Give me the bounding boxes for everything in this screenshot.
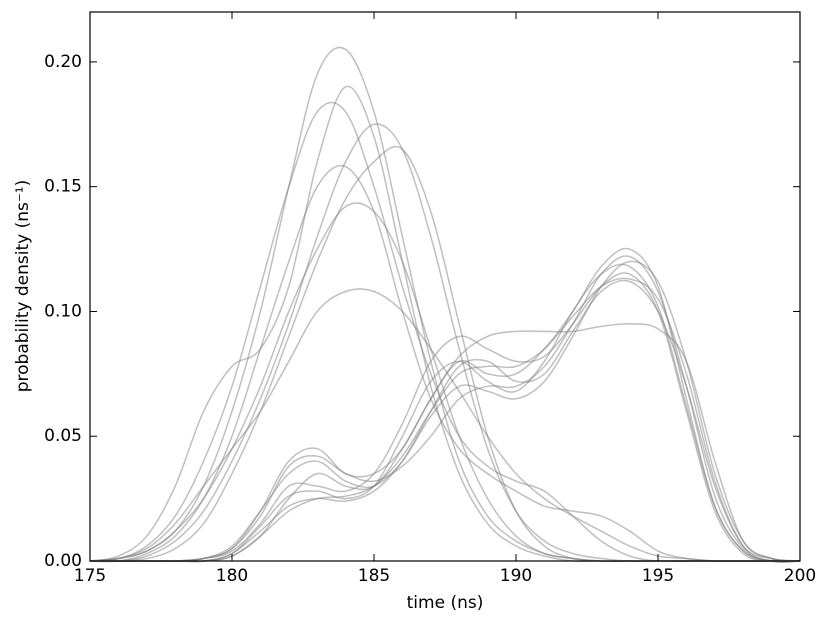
x-tick-label: 180	[216, 566, 248, 586]
y-tick-label: 0.10	[44, 301, 82, 321]
y-axis-label: probability density (ns⁻¹)	[13, 180, 33, 393]
y-tick-label: 0.20	[44, 52, 82, 72]
x-tick-label: 200	[784, 566, 816, 586]
density-curve	[90, 255, 801, 563]
y-tick-label: 0.05	[44, 426, 82, 446]
plot-frame	[89, 11, 801, 562]
density-curve	[90, 323, 801, 563]
density-curve	[90, 247, 801, 563]
density-curve	[89, 46, 800, 562]
lines	[89, 46, 801, 563]
x-tick-label: 175	[74, 566, 106, 586]
density-curve	[89, 101, 800, 563]
x-tick-label: 195	[642, 566, 674, 586]
y-tick-label: 0.15	[44, 177, 82, 197]
density-curve	[89, 164, 800, 563]
x-axis-label: time (ns)	[407, 593, 484, 613]
y-tick-label: 0.00	[44, 551, 82, 571]
x-tick-label: 185	[358, 566, 390, 586]
x-tick-label: 190	[500, 566, 532, 586]
density-curve	[89, 85, 800, 563]
